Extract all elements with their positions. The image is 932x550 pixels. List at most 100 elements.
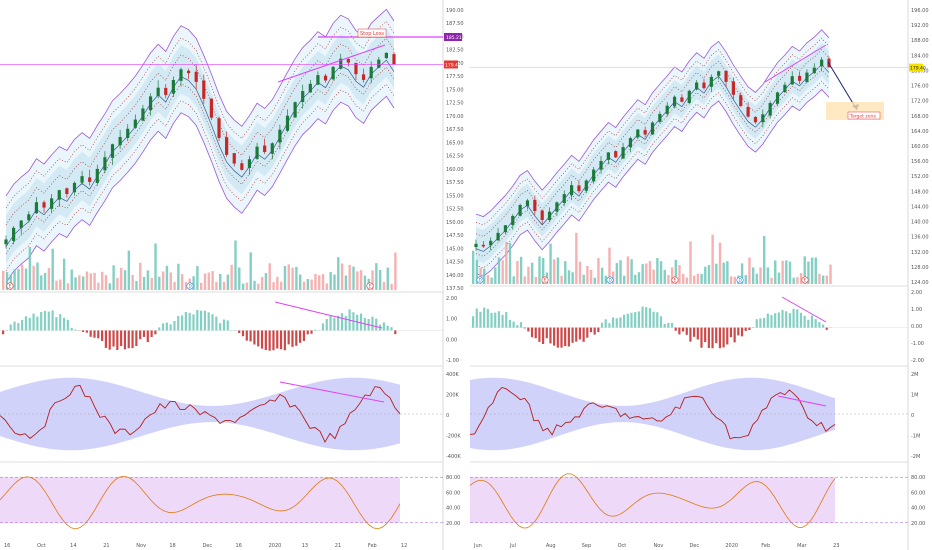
macd-histogram-bar [116, 330, 119, 351]
price-tick-label: 140.00 [446, 273, 464, 279]
rsi-tick-label: 40.00 [911, 506, 925, 512]
volume-bar [146, 270, 150, 290]
volume-bar [382, 281, 386, 290]
volume-bar [763, 235, 766, 284]
macd-histogram-bar [245, 330, 248, 341]
rsi-band [0, 477, 400, 523]
candle-body [695, 82, 699, 90]
volume-bar [241, 283, 245, 290]
candle-body [202, 80, 206, 99]
volume-bar [59, 279, 62, 290]
macd-histogram-bar [359, 313, 363, 331]
macd-histogram-bar [299, 330, 302, 343]
event-marker-label: E [369, 284, 372, 289]
macd-histogram-bar [66, 319, 69, 331]
macd-histogram-bar [24, 316, 28, 331]
candle-body [179, 69, 183, 81]
volume-bar [508, 242, 512, 284]
candle-body [547, 211, 552, 220]
volume-bar [219, 273, 222, 290]
stop-loss-box [357, 28, 387, 38]
macd-histogram-bar [173, 320, 176, 331]
volume-bar [519, 256, 523, 284]
time-axis-label: 21 [103, 543, 109, 549]
macd-histogram-bar [180, 315, 184, 331]
price-tick-label: 140.00 [911, 220, 929, 226]
candle-body [133, 119, 137, 128]
price-tick-label: 184.00 [911, 53, 929, 59]
macd-histogram-bar [329, 315, 332, 331]
volume-bar [681, 274, 685, 284]
volume-bar [567, 270, 571, 284]
macd-histogram-bar [634, 312, 637, 328]
macd-histogram-bar [371, 316, 374, 331]
macd-histogram-bar [564, 327, 567, 347]
volume-bar [24, 268, 28, 290]
volume-bar [475, 259, 479, 284]
volume-bar [810, 257, 814, 284]
macd-histogram-bar [43, 310, 47, 331]
event-marker [736, 276, 744, 284]
oscillator-line [0, 384, 401, 444]
macd-histogram-bar [578, 327, 582, 340]
volume-bar [792, 277, 795, 284]
macd-histogram-bar [302, 330, 306, 341]
macd-histogram-bar [626, 313, 629, 328]
volume-bar [608, 247, 611, 284]
volume-bar [70, 269, 73, 290]
volume-bar [807, 261, 810, 284]
volume-bar [549, 243, 552, 284]
time-axis-label: Nov [654, 543, 664, 549]
macd-histogram-bar [21, 319, 24, 331]
time-axis-label: 16 [236, 543, 242, 549]
volume-bar [169, 272, 172, 290]
volume-bar [268, 263, 271, 290]
macd-histogram-bar [154, 330, 157, 335]
candle-body [103, 157, 107, 171]
time-axis-label: 16 [4, 543, 10, 549]
volume-bar [66, 283, 70, 290]
volume-bar [359, 270, 363, 290]
candle-body [72, 182, 77, 193]
volume-bar [378, 270, 382, 290]
candle-body [636, 129, 640, 138]
moving-average-line [5, 59, 395, 247]
event-marker-label: E [804, 278, 807, 283]
macd-histogram-bar [196, 310, 199, 331]
oscillator-tick-label: -200K [446, 434, 461, 440]
price-tick-label: 150.00 [446, 220, 464, 226]
volume-bar [490, 277, 493, 284]
volume-bar [740, 263, 744, 284]
macd-histogram-bar [545, 327, 548, 339]
macd-histogram-bar [667, 322, 670, 328]
macd-histogram-bar [718, 327, 722, 349]
candle-body [331, 66, 335, 80]
upper-band-line [475, 29, 830, 218]
macd-histogram-bar [104, 330, 108, 348]
price-tick-label: 144.00 [911, 204, 929, 210]
candle-body [384, 52, 388, 59]
macd-histogram-bar [508, 319, 512, 328]
candle-body [592, 169, 596, 182]
macd-tick-label: -1.00 [446, 358, 459, 364]
time-axis-label: Oct [618, 543, 627, 549]
price-tick-label: 155.00 [446, 193, 464, 199]
price-tick-label: 128.00 [911, 265, 929, 271]
volume-bar [299, 274, 302, 290]
candle-body [481, 244, 485, 247]
volume-bar [371, 270, 374, 290]
volume-bar [249, 252, 252, 290]
macd-histogram-bar [501, 314, 504, 328]
oscillator-line [469, 386, 836, 440]
macd-histogram-bar [165, 322, 168, 331]
macd-histogram-bar [337, 315, 340, 331]
volume-bar [486, 274, 490, 284]
candle-body [57, 190, 61, 200]
volume-bar [785, 260, 788, 284]
macd-histogram-bar [356, 314, 359, 331]
macd-histogram-bar [81, 330, 85, 333]
rsi-tick-label: 80.00 [911, 475, 925, 481]
macd-histogram-bar [652, 311, 655, 328]
macd-histogram-bar [648, 308, 652, 328]
macd-histogram-bar [238, 330, 241, 333]
